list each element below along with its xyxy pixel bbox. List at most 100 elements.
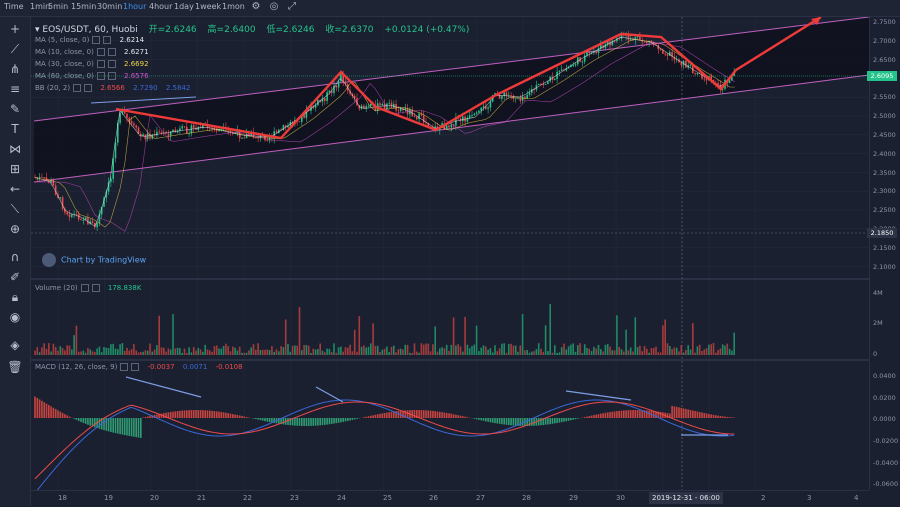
macd-bar — [338, 418, 340, 423]
interval-15min[interactable]: 15min — [71, 2, 96, 11]
close-icon[interactable] — [108, 48, 116, 56]
magnet-icon[interactable]: ∩ — [7, 249, 23, 265]
interval-1hour[interactable]: 1hour — [123, 2, 146, 11]
macd-bar — [428, 411, 430, 418]
close-icon[interactable] — [108, 60, 116, 68]
eye-icon[interactable] — [92, 36, 100, 44]
volume-bar — [552, 353, 554, 355]
macd-bar — [554, 418, 556, 423]
zoom-icon[interactable]: ⊕ — [7, 221, 23, 237]
interval-1day[interactable]: 1day — [174, 2, 194, 11]
macd-bar — [485, 418, 487, 421]
volume-bar — [315, 349, 317, 355]
volume-bar — [234, 348, 236, 355]
tradingview-watermark[interactable]: Chart by TradingView — [42, 253, 146, 267]
fib-icon[interactable]: ≡ — [7, 81, 23, 97]
macd-bar — [296, 418, 298, 426]
price-axis[interactable]: 2.7500 2.7000 2.6500 2.5500 2.5000 2.450… — [869, 17, 900, 490]
interval-4hour[interactable]: 4hour — [149, 2, 172, 11]
time-axis[interactable]: 18 19 20 21 22 23 24 25 26 27 28 29 30 2… — [31, 490, 869, 507]
close-icon[interactable] — [103, 36, 111, 44]
volume-bar — [464, 317, 466, 355]
eye-icon[interactable] — [73, 84, 81, 92]
interval-1week[interactable]: 1week — [195, 2, 221, 11]
volume-bar — [149, 344, 151, 355]
volume-bar — [515, 346, 517, 355]
settings-icon[interactable]: ⚙ — [250, 1, 262, 13]
legend-ma5[interactable]: MA (5, close, 0) 2.6214 — [35, 36, 144, 44]
volume-bar — [701, 351, 703, 355]
lock-icon[interactable]: 🔒︎ — [7, 289, 23, 305]
interval-30min[interactable]: 30min — [97, 2, 122, 11]
trendline-icon[interactable]: ⟋ — [7, 41, 23, 57]
legend-ma30[interactable]: MA (30, close, 0) 2.6692 — [35, 60, 149, 68]
close-icon[interactable] — [108, 72, 116, 80]
volume-bar — [103, 347, 105, 355]
volume-bar — [227, 346, 229, 355]
change-value: +0.0124 (+0.47%) — [384, 25, 469, 35]
volume-bar — [365, 348, 367, 355]
lock-draw-icon[interactable]: ✐ — [7, 269, 23, 285]
candle-body — [483, 106, 485, 107]
divergence-arrow-1[interactable] — [126, 377, 201, 397]
macd-bar — [244, 416, 246, 418]
legend-bb[interactable]: BB (20, 2) 2.6566 2.7290 2.5842 — [35, 84, 190, 92]
eye-icon[interactable]: ◉ — [7, 309, 23, 325]
symbol-name[interactable]: EOS/USDT, 60, Huobi — [42, 25, 137, 35]
interval-1mon[interactable]: 1mon — [222, 2, 245, 11]
ruler-icon[interactable]: ⟍ — [7, 201, 23, 217]
close-icon[interactable] — [131, 363, 139, 371]
volume-bar — [391, 347, 393, 355]
volume-bar — [71, 349, 73, 355]
measure-icon[interactable]: ⊞ — [7, 161, 23, 177]
interval-time[interactable]: Time — [4, 2, 24, 11]
close-icon[interactable] — [92, 284, 100, 292]
eye-icon[interactable] — [97, 60, 105, 68]
macd-bar — [522, 418, 524, 426]
eye-icon[interactable] — [81, 284, 89, 292]
volume-bar — [487, 350, 489, 355]
pattern-icon[interactable]: ⋈ — [7, 141, 23, 157]
macd-bar — [310, 418, 312, 426]
volume-bar — [582, 353, 584, 355]
macd-bar — [352, 418, 354, 420]
blue-trend-line[interactable] — [91, 97, 196, 103]
eye-icon[interactable] — [97, 72, 105, 80]
eye-icon[interactable] — [120, 363, 128, 371]
crosshair-icon[interactable]: + — [7, 21, 23, 37]
close-icon[interactable] — [84, 84, 92, 92]
interval-5min[interactable]: 5min — [48, 2, 68, 11]
eye-icon[interactable] — [97, 48, 105, 56]
pitchfork-icon[interactable]: ⋔ — [7, 61, 23, 77]
price-tick: 2.1500 — [873, 244, 896, 252]
fullscreen-icon[interactable]: ⤢ — [286, 1, 298, 13]
legend-volume[interactable]: Volume (20) 178.838K — [35, 284, 141, 292]
volume-bar — [115, 349, 117, 355]
macd-bar — [545, 418, 547, 425]
brush-icon[interactable]: ✎ — [7, 101, 23, 117]
legend-ma10[interactable]: MA (10, close, 0) 2.6271 — [35, 48, 149, 56]
volume-bar — [593, 347, 595, 355]
legend-ma60[interactable]: MA (60, close, 0) 2.6576 — [35, 72, 149, 80]
macd-bar — [694, 411, 696, 418]
volume-bar — [292, 346, 294, 355]
macd-bar — [377, 414, 379, 418]
layers-icon[interactable]: ◈ — [7, 337, 23, 353]
volume-bar — [692, 323, 694, 355]
volume-bar — [508, 344, 510, 355]
collapse-icon[interactable]: ▾ — [35, 25, 40, 35]
volume-bar — [471, 346, 473, 355]
text-icon[interactable]: T — [7, 121, 23, 137]
camera-icon[interactable]: ◎ — [268, 1, 280, 13]
arrow-left-icon[interactable]: ← — [7, 181, 23, 197]
volume-bar — [430, 351, 432, 355]
divergence-arrow-3[interactable] — [566, 391, 631, 400]
macd-bar — [446, 413, 448, 418]
candle-body — [241, 138, 243, 139]
divergence-arrow-2[interactable] — [316, 387, 343, 402]
macd-bar — [317, 418, 319, 426]
legend-macd[interactable]: MACD (12, 26, close, 9) -0.0037 0.0071 -… — [35, 363, 243, 371]
macd-bar — [609, 412, 611, 418]
trash-icon[interactable]: 🗑︎ — [7, 359, 23, 375]
volume-bar — [526, 350, 528, 355]
